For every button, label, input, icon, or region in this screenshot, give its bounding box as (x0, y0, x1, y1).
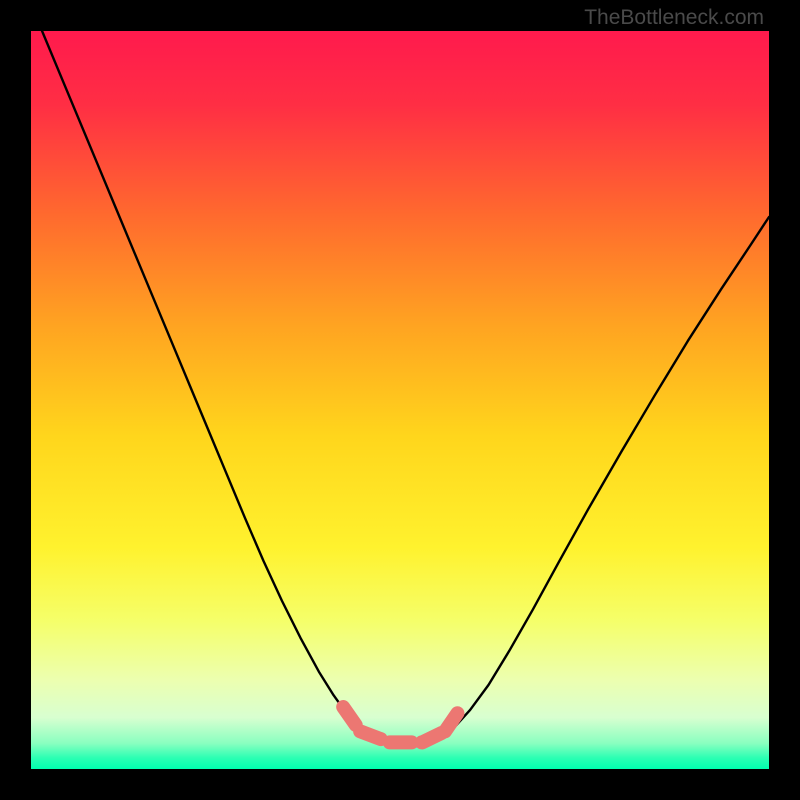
chart-svg (31, 31, 769, 769)
gradient-rect (31, 31, 769, 769)
watermark-text: TheBottleneck.com (584, 6, 764, 29)
watermark: TheBottleneck.com (584, 6, 764, 30)
chart-container (0, 0, 800, 800)
plot-area (31, 31, 769, 769)
